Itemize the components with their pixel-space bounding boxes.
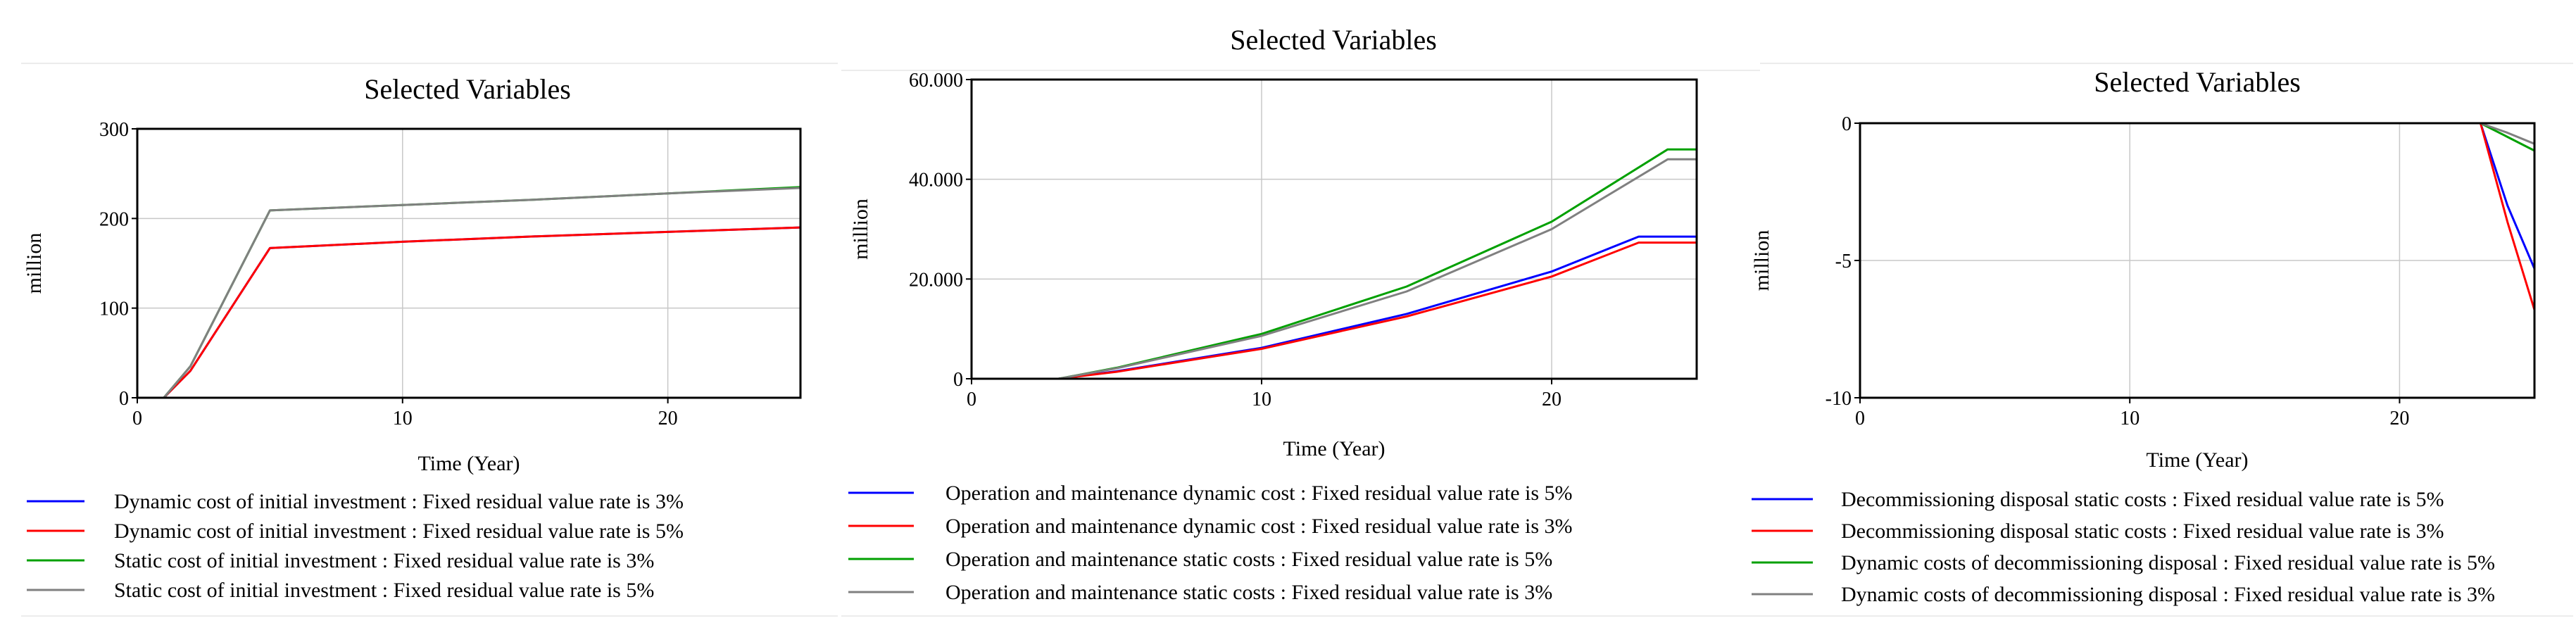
legend-entry: Operation and maintenance dynamic cost :…: [945, 482, 1573, 505]
x-tick-label: 20: [2389, 408, 2409, 429]
legend-entry: Operation and maintenance static costs :…: [945, 548, 1552, 571]
y-tick-label: 0: [1842, 113, 1852, 135]
legend-entry: Decommissioning disposal static costs : …: [1841, 520, 2444, 543]
y-tick-label: 200: [99, 208, 129, 230]
series-line-2: [1860, 122, 2536, 310]
series-line-4: [163, 187, 801, 398]
chart-title: Selected Variables: [1230, 24, 1437, 56]
x-axis-label: Time (Year): [417, 452, 520, 475]
x-tick-label: 0: [967, 389, 976, 410]
legend-entry: Static cost of initial investment : Fixe…: [114, 549, 654, 572]
legend: Operation and maintenance dynamic cost :…: [848, 482, 1573, 604]
chart-3: Selected Variables 0 10 20 -10 -5 0 Time (Year)…: [1750, 63, 2573, 617]
legend: Dynamic cost of initial investment : Fix…: [27, 490, 684, 602]
series-line-2: [163, 226, 801, 399]
series-line-4: [1860, 122, 2535, 145]
x-tick-label: 10: [393, 408, 413, 429]
x-axis-label: Time (Year): [2146, 448, 2248, 472]
legend: Decommissioning disposal static costs : …: [1752, 488, 2495, 606]
y-tick-label: 40.000: [909, 170, 963, 191]
series-line-2: [1058, 241, 1697, 380]
series-line-3: [1860, 122, 2535, 152]
y-tick-label: 100: [99, 298, 129, 320]
x-tick-label: 20: [1542, 389, 1562, 410]
y-tick-label: 0: [953, 369, 963, 391]
legend-entry: Operation and maintenance dynamic cost :…: [945, 515, 1573, 538]
series-line-3: [1058, 148, 1697, 380]
y-axis-label: million: [23, 233, 46, 294]
y-tick-label: 0: [119, 388, 129, 410]
y-axis-label: million: [1750, 230, 1773, 291]
plot-area: [136, 127, 802, 399]
y-tick-label: -10: [1826, 388, 1852, 410]
legend-entry: Dynamic cost of initial investment : Fix…: [114, 490, 684, 513]
legend-entry: Dynamic costs of decommissioning disposa…: [1841, 583, 2495, 606]
chart-2: Selected Variables 0 10 20 0 20.000 40.000 60.0…: [841, 24, 1760, 617]
y-tick-label: 60.000: [909, 70, 963, 92]
chart-title: Selected Variables: [2094, 66, 2301, 98]
plot-area: [970, 78, 1698, 380]
legend-entry: Operation and maintenance static costs :…: [945, 581, 1552, 604]
y-tick-label: 20.000: [909, 269, 963, 291]
legend-entry: Decommissioning disposal static costs : …: [1841, 488, 2444, 511]
x-tick-label: 20: [658, 408, 678, 429]
y-tick-label: 300: [99, 119, 129, 141]
chart-title: Selected Variables: [364, 73, 571, 105]
x-tick-label: 0: [132, 408, 142, 429]
series-line-4: [1058, 158, 1697, 380]
series-line-1: [1860, 122, 2536, 270]
x-tick-label: 10: [1252, 389, 1271, 410]
x-axis-label: Time (Year): [1283, 437, 1385, 460]
legend-entry: Static cost of initial investment : Fixe…: [114, 579, 654, 602]
legend-entry: Dynamic costs of decommissioning disposa…: [1841, 551, 2495, 574]
legend-entry: Dynamic cost of initial investment : Fix…: [114, 520, 684, 543]
y-tick-label: -5: [1835, 251, 1852, 272]
series-line-1: [163, 226, 801, 399]
x-tick-label: 0: [1855, 408, 1865, 429]
x-tick-label: 10: [2120, 408, 2140, 429]
y-axis-label: million: [849, 199, 872, 260]
